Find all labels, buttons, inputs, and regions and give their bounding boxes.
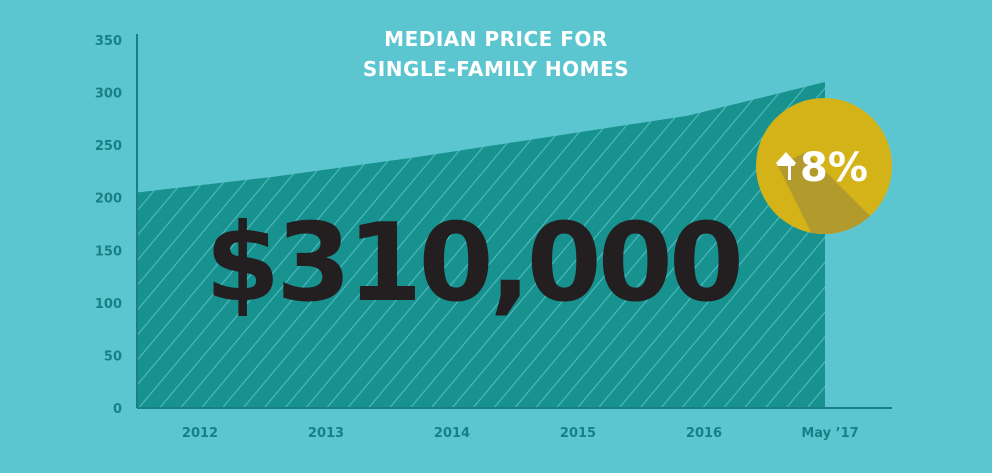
y-tick-label: 100: [95, 297, 122, 312]
up-arrow-icon: [776, 152, 796, 180]
median-price-annotation: $310,000: [205, 201, 740, 326]
x-tick-label: 2013: [308, 426, 344, 441]
y-tick-label: 200: [95, 192, 122, 207]
x-tick-label: May ’17: [801, 426, 858, 441]
y-tick-label: 350: [95, 34, 122, 49]
y-tick-label: 150: [95, 244, 122, 259]
x-axis-ticks: 2012 2013 2014 2015 2016 May ’17: [182, 426, 859, 441]
chart-title-line-2: SINGLE-FAMILY HOMES: [363, 57, 629, 81]
chart-title-line-1: MEDIAN PRICE FOR: [384, 27, 608, 51]
x-tick-label: 2012: [182, 426, 218, 441]
x-tick-label: 2015: [560, 426, 596, 441]
y-tick-label: 250: [95, 139, 122, 154]
y-tick-label: 0: [113, 402, 122, 417]
y-axis-ticks: 0 50 100 150 200 250 300 350: [95, 34, 122, 417]
area-series: [137, 82, 825, 409]
badge-circle: [756, 98, 892, 234]
x-tick-label: 2016: [686, 426, 722, 441]
x-tick-label: 2014: [434, 426, 470, 441]
badge-percentage: 8%: [800, 145, 868, 191]
y-tick-label: 300: [95, 87, 122, 102]
y-tick-label: 50: [104, 349, 122, 364]
